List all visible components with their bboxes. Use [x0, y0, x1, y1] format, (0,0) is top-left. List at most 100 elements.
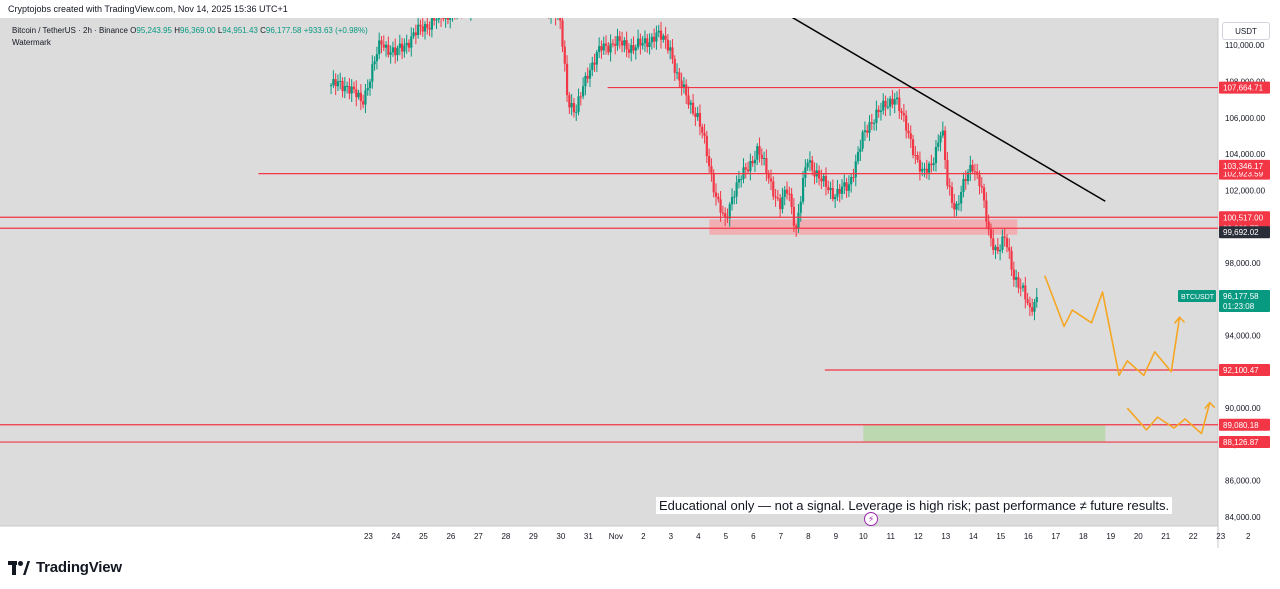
- candle-body: [744, 167, 747, 170]
- candle-body: [1008, 247, 1011, 251]
- level-price-tag-bg: [1219, 418, 1270, 431]
- date-tick-label: 30: [556, 532, 565, 541]
- candle-body: [565, 63, 569, 96]
- candle-body: [779, 198, 782, 210]
- candle-body: [653, 36, 656, 42]
- candle-body: [577, 96, 580, 112]
- candle-body: [334, 79, 337, 87]
- candle-body: [845, 182, 848, 191]
- candle-body: [405, 42, 408, 46]
- candle-body: [634, 47, 637, 51]
- candle-body: [946, 159, 949, 186]
- date-tick-label: 16: [1024, 532, 1033, 541]
- level-price-tag-bg: [1219, 436, 1270, 449]
- candle-body: [689, 102, 692, 105]
- currency-selector-button[interactable]: USDT: [1222, 22, 1270, 40]
- projection-main-arrow: [1173, 316, 1186, 324]
- candle-body: [753, 159, 757, 164]
- candle-body: [559, 8, 562, 21]
- close-label: C: [260, 26, 266, 35]
- candle-body: [1005, 237, 1009, 248]
- low-value: 94,951.43: [222, 26, 258, 35]
- candle-body: [380, 40, 383, 45]
- candle-body: [882, 100, 885, 111]
- candle-body: [923, 168, 926, 170]
- resistance-zone: [709, 219, 1018, 235]
- candle-body: [662, 35, 665, 40]
- brand-logo: TradingView: [8, 559, 122, 576]
- candle-body: [811, 160, 814, 171]
- level-price-tag-bg: [1219, 81, 1270, 94]
- date-tick-label: 26: [446, 532, 455, 541]
- candle-body: [696, 113, 699, 117]
- candle-body: [966, 171, 970, 182]
- candle-body: [352, 86, 356, 90]
- date-tick-label: 12: [914, 532, 923, 541]
- high-value: 96,369.00: [180, 26, 216, 35]
- candle-body: [636, 38, 640, 48]
- candle-body: [918, 159, 922, 172]
- candle-body: [346, 85, 349, 87]
- candle-body: [836, 188, 839, 197]
- date-tick-label: 15: [996, 532, 1005, 541]
- candle-body: [728, 204, 731, 219]
- price-axis-background: [1218, 18, 1280, 548]
- watermark-label: Watermark: [12, 38, 51, 47]
- candle-body: [982, 187, 986, 201]
- candle-body: [384, 44, 388, 48]
- candle-body: [407, 42, 411, 48]
- current-symbol-tag: BTCUSDT: [1181, 294, 1215, 301]
- candle-body: [618, 36, 621, 41]
- candle-body: [1021, 285, 1025, 288]
- candle-body: [834, 196, 837, 200]
- candle-body: [598, 46, 601, 53]
- candle-body: [446, 12, 450, 20]
- date-tick-label: 20: [1134, 532, 1143, 541]
- price-chart[interactable]: 84,000.0086,000.0088,000.0090,000.0092,0…: [0, 0, 1280, 548]
- candle-body: [1003, 236, 1006, 238]
- price-tick-label: 86,000.00: [1225, 477, 1261, 486]
- date-tick-label: 24: [391, 532, 400, 541]
- date-tick-label: 2: [641, 532, 646, 541]
- candle-body: [426, 24, 429, 28]
- candle-body: [783, 189, 786, 197]
- candle-body: [838, 188, 841, 194]
- candle-body: [364, 90, 367, 105]
- date-tick-label: 22: [1189, 532, 1198, 541]
- candle-body: [625, 40, 628, 50]
- candle-body: [710, 166, 713, 174]
- candle-body: [359, 92, 362, 102]
- candle-body: [962, 178, 965, 193]
- candle-body: [797, 212, 800, 229]
- lightning-icon[interactable]: ⚡: [864, 512, 878, 526]
- candle-body: [401, 43, 404, 52]
- candle-body: [616, 36, 619, 46]
- candle-body: [646, 38, 649, 48]
- date-tick-label: 23: [1216, 532, 1225, 541]
- candle-body: [639, 38, 642, 46]
- candle-body: [414, 32, 417, 36]
- candle-body: [623, 40, 626, 46]
- candle-body: [854, 161, 857, 178]
- candle-body: [568, 95, 571, 108]
- candle-body: [398, 43, 401, 48]
- candle-body: [980, 186, 983, 188]
- chart-area[interactable]: 84,000.0086,000.0088,000.0090,000.0092,0…: [0, 0, 1280, 548]
- tradingview-logo-icon: [8, 560, 30, 575]
- candle-body: [992, 238, 995, 251]
- candle-body: [366, 87, 369, 91]
- candle-body: [627, 49, 631, 53]
- current-price-tag-bg: [1219, 289, 1270, 312]
- candle-body: [724, 213, 727, 218]
- candle-body: [801, 177, 805, 202]
- candle-body: [607, 45, 610, 53]
- close-value: 96,177.58: [265, 26, 302, 35]
- candle-body: [375, 54, 379, 62]
- candle-body: [877, 109, 880, 113]
- candle-body: [378, 40, 381, 55]
- date-tick-label: 23: [364, 532, 373, 541]
- candle-body: [687, 95, 690, 105]
- candle-body: [957, 203, 960, 205]
- symbol-pair[interactable]: Bitcoin / TetherUS · 2h · Binance: [12, 26, 128, 35]
- candle-body: [872, 122, 876, 124]
